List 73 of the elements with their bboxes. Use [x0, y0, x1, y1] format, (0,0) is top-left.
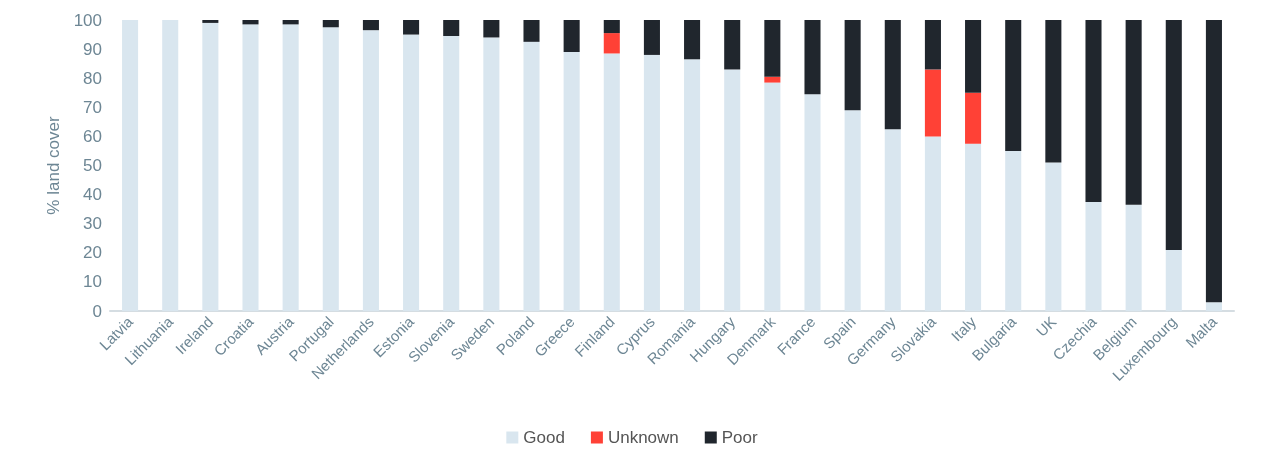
bar — [764, 76, 781, 83]
bar — [684, 20, 701, 60]
bar — [724, 20, 741, 70]
bar — [1205, 20, 1222, 303]
y-tick-label: 60 — [83, 126, 102, 146]
bar — [643, 20, 660, 55]
bar — [1045, 20, 1062, 163]
legend-label: Poor — [721, 428, 759, 447]
bar — [804, 94, 821, 311]
bar — [1165, 249, 1182, 311]
y-tick-label: 10 — [83, 272, 102, 292]
bar — [403, 34, 420, 311]
bar — [764, 82, 781, 311]
bar — [924, 136, 941, 311]
bar — [122, 20, 139, 311]
bar — [1045, 162, 1062, 311]
bar — [563, 20, 580, 53]
bar — [563, 52, 580, 311]
bar — [202, 20, 219, 23]
bar — [924, 20, 941, 70]
bar — [362, 30, 379, 311]
legend-label: Unknown — [607, 428, 679, 447]
bar — [483, 20, 500, 38]
bar — [1005, 20, 1022, 151]
bar — [1125, 204, 1142, 311]
bar — [965, 143, 982, 311]
bar — [242, 24, 259, 311]
y-tick-label: 40 — [83, 185, 102, 205]
y-tick-label: 50 — [83, 156, 102, 175]
bar — [322, 27, 339, 311]
bar — [1085, 20, 1102, 202]
bar — [242, 20, 259, 25]
legend-label: Good — [523, 428, 565, 447]
y-tick-label: 20 — [83, 243, 102, 263]
bar — [643, 54, 660, 311]
y-tick-label: 30 — [83, 214, 102, 234]
bar — [603, 20, 620, 34]
bar — [884, 129, 901, 311]
y-tick-label: 100 — [73, 10, 102, 30]
bar — [362, 20, 379, 31]
bar — [804, 20, 821, 95]
bar — [282, 24, 299, 311]
bar — [443, 20, 460, 37]
bar — [1165, 20, 1182, 250]
y-tick-label: 90 — [83, 39, 102, 59]
bar — [844, 110, 861, 311]
bar — [764, 20, 781, 77]
bar — [202, 22, 219, 311]
bar — [603, 33, 620, 54]
bar — [965, 20, 982, 93]
bar — [724, 69, 741, 311]
bar — [282, 20, 299, 25]
bar — [1205, 302, 1222, 311]
bar — [684, 59, 701, 311]
bar — [523, 20, 540, 42]
y-axis-title: % land cover — [44, 116, 63, 215]
bar — [603, 53, 620, 311]
bar — [483, 37, 500, 311]
bar — [443, 36, 460, 311]
bar — [322, 20, 339, 28]
bar — [523, 41, 540, 311]
bar — [1005, 150, 1022, 311]
y-tick-label: 0 — [92, 301, 102, 321]
bar — [1085, 201, 1102, 311]
y-tick-label: 80 — [83, 68, 102, 88]
bar — [844, 20, 861, 111]
bar — [162, 20, 179, 311]
bar — [1125, 20, 1142, 205]
bar — [403, 20, 420, 35]
y-tick-label: 70 — [83, 97, 102, 117]
bar — [924, 69, 941, 137]
bar — [965, 92, 982, 144]
bar — [884, 20, 901, 130]
